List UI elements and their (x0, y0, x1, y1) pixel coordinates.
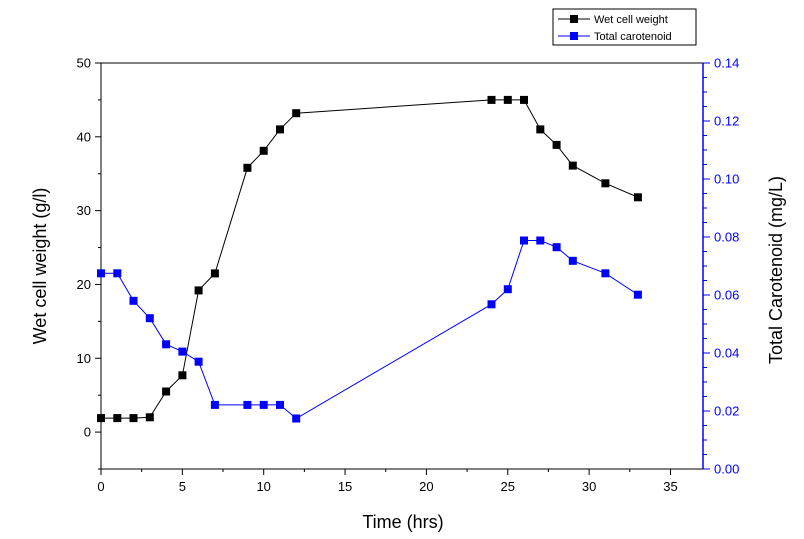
data-point-wet-cell-weight (194, 286, 203, 295)
x-tick-label: 0 (97, 479, 104, 494)
data-point-total-carotenoid (178, 347, 187, 356)
data-point-wet-cell-weight (552, 140, 561, 149)
data-point-wet-cell-weight (145, 413, 154, 422)
data-point-total-carotenoid (276, 400, 284, 409)
data-point-total-carotenoid (194, 357, 203, 366)
series-layer (97, 95, 642, 423)
y-tick-label: 40 (77, 129, 91, 144)
x-tick-label: 35 (663, 479, 677, 494)
data-point-total-carotenoid (210, 400, 219, 409)
data-point-wet-cell-weight (97, 414, 105, 423)
x-axis: 0 5 10 15 20 25 30 35 (97, 62, 703, 494)
data-point-wet-cell-weight (292, 109, 301, 118)
data-point-wet-cell-weight (520, 95, 528, 104)
y-tick-label: 30 (77, 203, 91, 218)
x-tick-label: 25 (501, 479, 515, 494)
data-point-total-carotenoid (520, 236, 528, 245)
data-point-wet-cell-weight (536, 125, 545, 134)
y2-tick-label: 0.10 (714, 172, 739, 187)
data-point-total-carotenoid (113, 269, 122, 278)
data-point-total-carotenoid (503, 285, 512, 294)
data-point-total-carotenoid (487, 300, 496, 309)
left-y-axis: 0 10 20 30 40 50 (77, 56, 102, 470)
data-point-wet-cell-weight (503, 95, 512, 104)
x-tick-label: 15 (338, 479, 352, 494)
data-point-total-carotenoid (633, 290, 642, 299)
data-point-wet-cell-weight (601, 179, 610, 188)
y-tick-label: 10 (77, 351, 91, 366)
data-point-wet-cell-weight (568, 161, 577, 170)
data-point-wet-cell-weight (178, 371, 187, 380)
data-point-wet-cell-weight (210, 269, 219, 278)
y-axis-title: Wet cell weight (g/l) (30, 188, 50, 345)
y2-tick-label: 0.00 (714, 462, 739, 477)
data-point-wet-cell-weight (162, 387, 171, 396)
data-point-wet-cell-weight (633, 193, 642, 202)
y2-tick-label: 0.14 (714, 56, 739, 71)
x-tick-label: 20 (419, 479, 433, 494)
series-line-total-carotenoid (101, 240, 639, 420)
legend-label-wet: Wet cell weight (594, 14, 668, 26)
data-point-total-carotenoid (568, 256, 577, 265)
data-point-wet-cell-weight (259, 146, 268, 155)
data-point-total-carotenoid (536, 236, 545, 245)
y2-tick-label: 0.02 (714, 404, 739, 419)
y-tick-label: 20 (77, 277, 91, 292)
data-point-total-carotenoid (259, 400, 268, 409)
y2-tick-label: 0.12 (714, 114, 739, 129)
data-point-total-carotenoid (552, 243, 561, 252)
data-point-total-carotenoid (292, 414, 301, 423)
data-point-total-carotenoid (97, 269, 105, 278)
data-point-wet-cell-weight (243, 163, 252, 172)
data-point-wet-cell-weight (129, 414, 138, 423)
x-axis-title: Time (hrs) (362, 512, 443, 532)
y-tick-label: 0 (84, 425, 91, 440)
data-point-total-carotenoid (243, 400, 252, 409)
y2-tick-label: 0.06 (714, 288, 739, 303)
legend-marker-wet (570, 15, 578, 23)
data-point-wet-cell-weight (113, 414, 122, 423)
x-tick-label: 30 (582, 479, 596, 494)
data-point-total-carotenoid (129, 296, 138, 305)
legend: Wet cell weight Total carotenoid (552, 8, 697, 46)
data-point-total-carotenoid (601, 269, 610, 278)
y2-axis-title: Total Carotenoid (mg/L) (766, 176, 786, 364)
data-point-total-carotenoid (162, 340, 171, 349)
y-tick-label: 50 (77, 56, 91, 71)
y2-tick-label: 0.08 (714, 230, 739, 245)
data-point-wet-cell-weight (487, 95, 496, 104)
right-y-axis: 0.00 0.02 0.04 0.06 0.08 0.10 0.12 0.14 (702, 56, 739, 477)
data-point-total-carotenoid (145, 314, 154, 323)
legend-marker-carotenoid (570, 32, 578, 40)
legend-label-carotenoid: Total carotenoid (594, 31, 672, 43)
y2-tick-label: 0.04 (714, 346, 739, 361)
x-tick-label: 5 (179, 479, 186, 494)
x-tick-label: 10 (256, 479, 270, 494)
data-point-wet-cell-weight (276, 125, 284, 134)
